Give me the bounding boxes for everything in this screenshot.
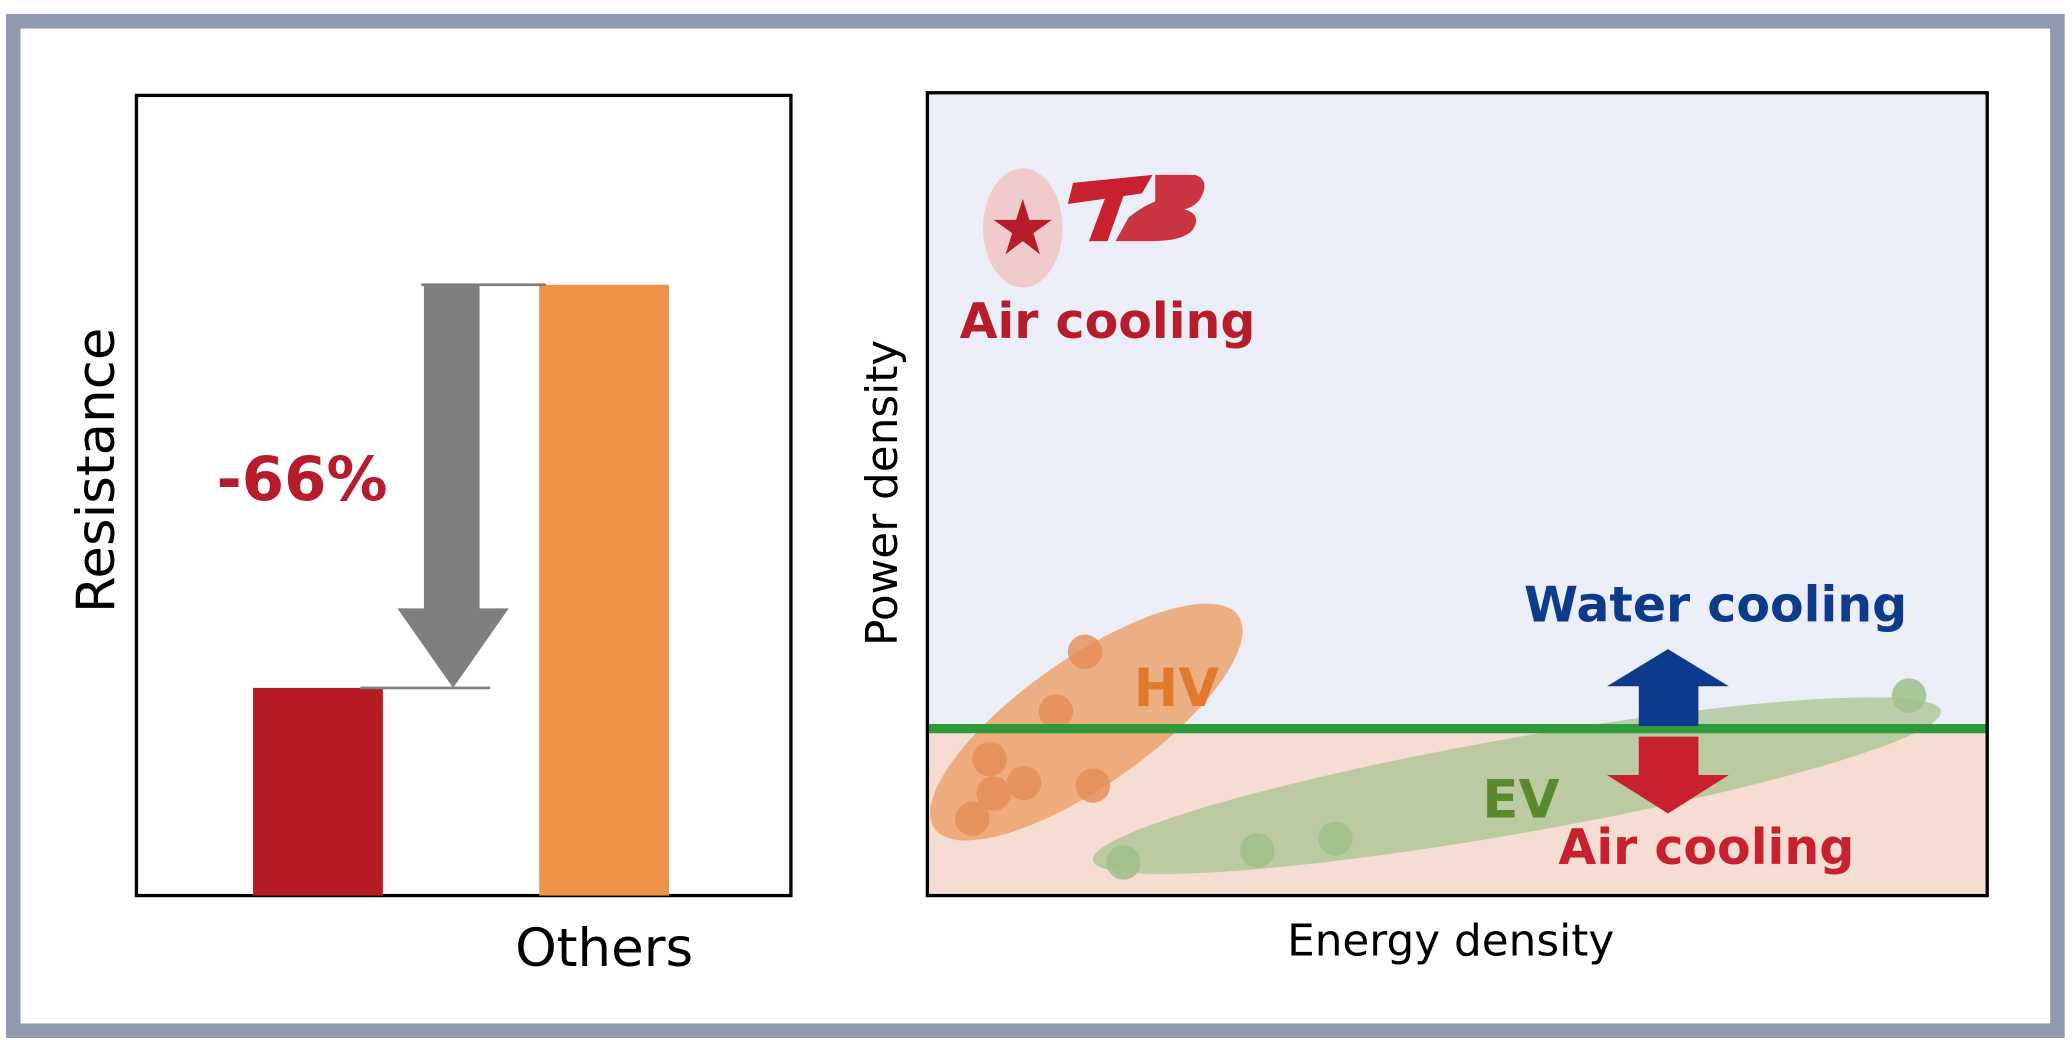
star-icon bbox=[993, 198, 1052, 255]
y-axis-label: Resistance bbox=[66, 328, 127, 614]
hv-dots bbox=[955, 634, 1111, 836]
up-arrow bbox=[1606, 649, 1729, 727]
cooling-diagram: Power density Energy density Air cooling… bbox=[857, 91, 1989, 966]
bar bbox=[539, 284, 670, 896]
region-label: Air cooling bbox=[1558, 819, 1854, 876]
reduction-arrow bbox=[397, 284, 509, 688]
region-label: HV bbox=[1134, 658, 1219, 719]
logo bbox=[1067, 174, 1205, 242]
region-label: Water cooling bbox=[1524, 577, 1907, 634]
region-label: EV bbox=[1482, 769, 1559, 830]
ev-dots bbox=[1106, 678, 1927, 880]
y-axis-label: Power density bbox=[857, 340, 908, 646]
annotation: -66% bbox=[216, 444, 387, 515]
x-tick-label: Others bbox=[515, 918, 693, 979]
down-arrow bbox=[1606, 736, 1729, 814]
bar-panel: Resistance -66% Others bbox=[66, 93, 793, 979]
region-label: Air cooling bbox=[960, 293, 1256, 350]
plot-box bbox=[925, 91, 1989, 898]
x-axis-label: Energy density bbox=[1287, 915, 1614, 966]
bar bbox=[253, 687, 383, 896]
ev-region bbox=[1092, 697, 1942, 874]
